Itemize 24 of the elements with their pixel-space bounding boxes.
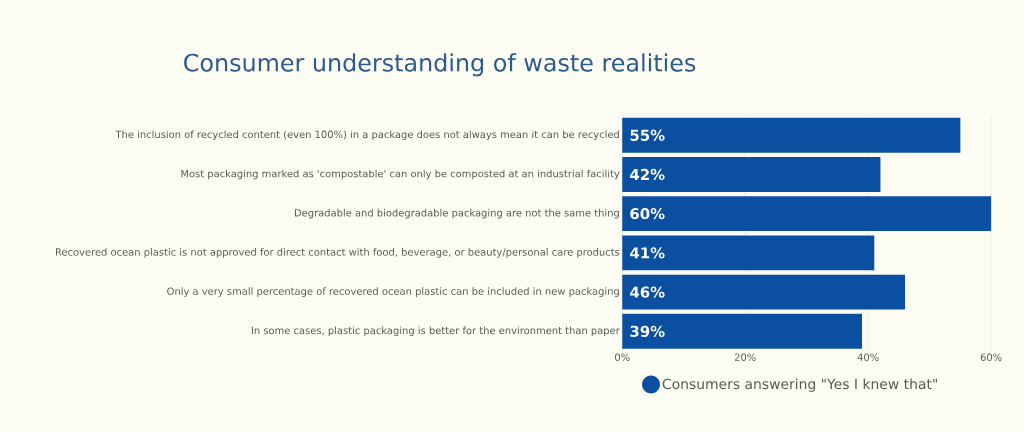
chart-title: Consumer understanding of waste realities xyxy=(184,53,696,77)
y-tick-label: Recovered ocean plastic is not approved for direct contact with food, beverage, or beauty/personal care products xyxy=(55,248,620,258)
data-label: 41% xyxy=(630,247,665,259)
bar xyxy=(622,314,863,349)
y-tick-label: Most packaging marked as 'compostable' can only be composted at an industrial facility xyxy=(181,169,620,180)
data-label: 42% xyxy=(630,168,665,181)
x-tick-label: 60% xyxy=(980,353,1002,362)
bar xyxy=(622,117,961,153)
legend-label: Consumers answering "Yes I knew that" xyxy=(662,378,937,393)
y-tick-label: In some cases, plastic packaging is better for the environment than paper xyxy=(251,326,620,337)
data-label: 55% xyxy=(630,129,665,142)
x-tick-label: 40% xyxy=(857,353,879,362)
data-label: 60% xyxy=(630,208,665,220)
x-tick-label: 20% xyxy=(734,353,756,362)
y-tick-label: Only a very small percentage of recovered ocean plastic can be included in new packaging xyxy=(167,287,619,298)
data-label: 39% xyxy=(630,325,665,338)
bar xyxy=(622,196,992,232)
bar xyxy=(622,157,881,193)
x-tick-label: 0% xyxy=(615,353,630,362)
data-label: 46% xyxy=(630,286,665,298)
bar xyxy=(622,274,906,310)
y-tick-label: The inclusion of recycled content (even 100%) in a package does not always mean it can be recycled xyxy=(115,130,619,141)
y-tick-label: Degradable and biodegradable packaging are not the same thing xyxy=(294,209,619,219)
bar xyxy=(622,235,875,271)
